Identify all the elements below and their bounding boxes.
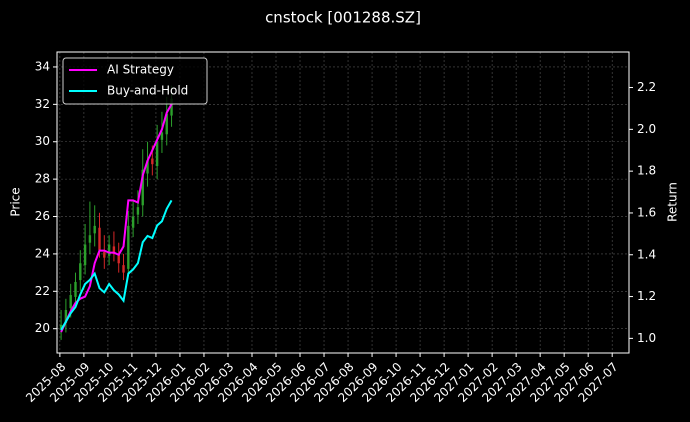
candle-body (98, 227, 101, 251)
candle-body (107, 244, 111, 256)
candle-body (117, 253, 120, 264)
candle-body (136, 207, 140, 215)
y-tick-label: 34 (35, 59, 50, 73)
y-tick-label: 32 (35, 97, 50, 111)
candle-body (160, 132, 164, 140)
candle-body (59, 324, 63, 329)
candle-body (83, 244, 87, 266)
plot-frame (56, 51, 630, 354)
y2-tick-label: 2.0 (637, 122, 656, 136)
y2-tick-label: 1.0 (637, 331, 656, 345)
y2-tick-label: 1.2 (637, 289, 656, 303)
candle-body (69, 295, 72, 309)
y2-tick-label: 1.4 (637, 247, 656, 261)
candle-body (64, 310, 68, 324)
candle-body (79, 263, 82, 281)
candle-body (93, 225, 96, 234)
y-tick-label: 30 (35, 134, 50, 148)
y2-tick-label: 1.6 (637, 205, 656, 219)
candle-body (103, 252, 106, 258)
y-tick-label: 28 (35, 172, 50, 186)
candle-body (112, 246, 116, 254)
candle-body (151, 158, 154, 165)
y-tick-label: 22 (35, 284, 50, 298)
candle-body (131, 216, 135, 228)
legend-box (62, 57, 208, 105)
chart-title: cnstock [001288.SZ] (265, 9, 421, 27)
candle-body (74, 281, 77, 297)
candle-body (155, 141, 159, 167)
candle-body (146, 160, 149, 174)
legend-label: AI Strategy (107, 63, 174, 77)
candle-body (170, 98, 173, 116)
candle-body (88, 235, 92, 243)
return-line (60, 103, 173, 333)
candle-body (141, 169, 144, 206)
y-tick-label: 24 (35, 246, 50, 260)
y-tick-label: 26 (35, 209, 50, 223)
y-axis-label: Price (9, 187, 23, 216)
y2-tick-label: 1.8 (637, 164, 656, 178)
legend-label: Buy-and-Hold (107, 84, 188, 98)
candle-body (165, 113, 168, 135)
y-tick-label: 20 (35, 321, 50, 335)
return-line (60, 199, 173, 331)
y2-axis-label: Return (666, 182, 680, 222)
candle-body (122, 265, 125, 273)
candle-body (127, 225, 130, 269)
y2-tick-label: 2.2 (637, 80, 656, 94)
